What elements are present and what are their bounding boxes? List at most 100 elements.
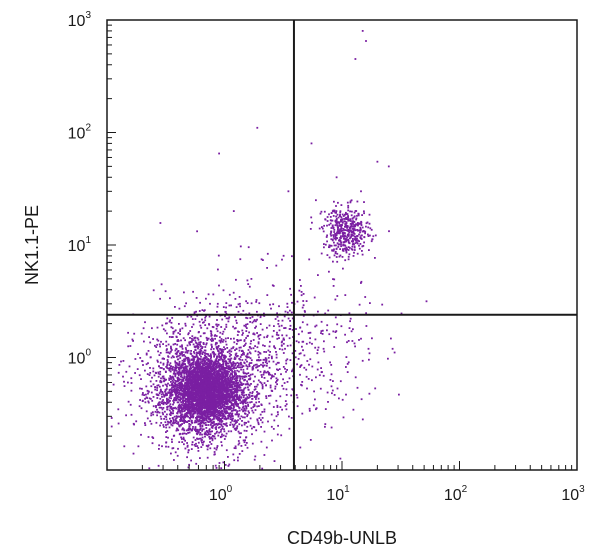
data-point [234, 447, 237, 450]
data-point [183, 438, 185, 441]
data-point [341, 221, 344, 224]
data-point [170, 384, 173, 387]
data-point [183, 375, 186, 378]
data-point [187, 361, 190, 363]
data-point [320, 210, 323, 213]
data-point [214, 432, 216, 435]
data-point [203, 385, 206, 388]
data-point [239, 399, 242, 402]
data-point [225, 392, 228, 394]
data-point [215, 405, 218, 408]
data-point [134, 372, 136, 374]
data-point [242, 371, 245, 374]
data-point [212, 400, 215, 403]
data-point [186, 415, 189, 417]
data-point [237, 459, 239, 462]
data-point [174, 364, 177, 366]
data-point [189, 423, 192, 426]
data-point [197, 358, 199, 361]
data-point [188, 431, 191, 434]
data-point [199, 417, 202, 420]
data-point [245, 394, 248, 396]
data-point [232, 426, 235, 428]
data-point [162, 384, 164, 387]
data-point [245, 375, 248, 378]
data-point [188, 363, 191, 366]
data-point [175, 429, 178, 432]
data-point [243, 441, 246, 444]
data-point [157, 384, 160, 387]
data-point [213, 451, 216, 453]
data-point [174, 374, 177, 377]
data-point [170, 349, 173, 351]
data-point [182, 415, 185, 418]
data-point [142, 399, 144, 402]
data-point [166, 423, 169, 426]
data-point [178, 393, 181, 396]
data-point [218, 378, 221, 381]
data-point [213, 424, 216, 426]
data-point [174, 385, 176, 388]
data-point [193, 352, 196, 355]
data-point [200, 393, 202, 396]
data-point [163, 401, 165, 404]
data-point [218, 431, 220, 434]
data-point [236, 391, 239, 393]
data-point [222, 376, 225, 379]
data-point [353, 233, 356, 235]
data-point [214, 453, 216, 456]
data-point [216, 319, 218, 321]
data-point [326, 254, 329, 256]
data-point [179, 330, 181, 332]
data-point [209, 393, 211, 396]
data-point [252, 406, 255, 408]
data-point [166, 406, 168, 408]
data-point [181, 346, 183, 348]
data-point [196, 373, 199, 376]
data-point [195, 421, 198, 423]
data-point [221, 417, 223, 420]
data-point [173, 330, 176, 333]
data-point [233, 420, 236, 423]
data-point [245, 373, 248, 375]
data-point [169, 370, 172, 373]
data-point [220, 378, 223, 381]
data-point [194, 427, 197, 430]
data-point [160, 283, 163, 286]
data-point [216, 430, 218, 433]
data-point [165, 441, 168, 444]
data-point [177, 388, 180, 391]
data-point [174, 384, 176, 387]
data-point [374, 257, 376, 259]
data-point [194, 384, 196, 387]
data-point [186, 344, 189, 347]
data-point [144, 422, 146, 424]
data-point [239, 346, 242, 349]
data-point [215, 431, 218, 434]
data-point [163, 394, 166, 397]
data-point [200, 446, 203, 448]
data-point [230, 347, 233, 350]
data-point [179, 411, 182, 414]
data-point [256, 365, 259, 368]
data-point [193, 388, 196, 391]
data-point [190, 398, 193, 400]
data-point [192, 416, 194, 419]
data-point [221, 374, 223, 376]
data-point [349, 201, 352, 204]
data-point [200, 415, 203, 418]
data-point [204, 324, 207, 326]
data-point [364, 232, 366, 235]
data-point [170, 405, 173, 408]
data-point [341, 256, 344, 258]
data-point [240, 339, 242, 342]
data-point [245, 402, 247, 405]
data-point [180, 375, 183, 378]
data-point [192, 323, 195, 326]
data-point [236, 386, 239, 389]
data-point [200, 376, 202, 378]
data-point [185, 367, 188, 370]
data-point [166, 408, 169, 411]
data-point [191, 370, 193, 373]
